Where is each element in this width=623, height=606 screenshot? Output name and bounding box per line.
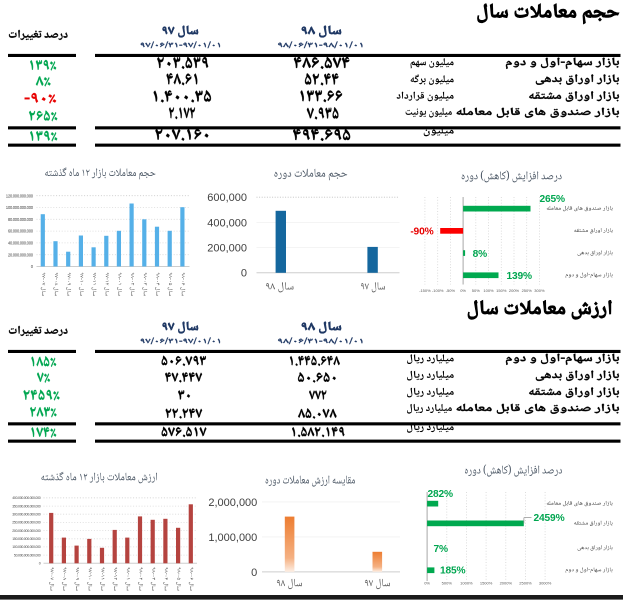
svg-text:200.000.000.000.000: 200.000.000.000.000 <box>12 529 41 533</box>
svg-text:8%: 8% <box>473 249 488 260</box>
svg-text:50%: 50% <box>472 288 480 293</box>
svg-text:300%: 300% <box>534 288 545 293</box>
svg-text:0%: 0% <box>424 581 430 586</box>
svg-text:100%: 100% <box>483 288 494 293</box>
svg-text:250%: 250% <box>522 288 533 293</box>
svg-text:0: 0 <box>39 562 41 566</box>
svg-text:400,000: 400,000 <box>207 217 247 229</box>
svg-text:400.000.000.000.000: 400.000.000.000.000 <box>12 496 41 500</box>
svg-text:0: 0 <box>241 268 247 280</box>
svg-text:-50%: -50% <box>446 288 456 293</box>
svg-text:7%: 7% <box>434 544 449 555</box>
svg-text:0: 0 <box>31 264 34 269</box>
svg-text:350.000.000.000.000: 350.000.000.000.000 <box>12 504 41 508</box>
svg-text:120.000.000.000: 120.000.000.000 <box>6 193 34 198</box>
svg-text:2000%: 2000% <box>500 581 513 586</box>
svg-text:-150%: -150% <box>419 288 431 293</box>
svg-text:600,000: 600,000 <box>207 192 247 204</box>
svg-text:200%: 200% <box>509 288 520 293</box>
svg-text:265%: 265% <box>540 194 566 205</box>
svg-text:250.000.000.000.000: 250.000.000.000.000 <box>12 521 41 525</box>
svg-text:1500%: 1500% <box>480 581 493 586</box>
svg-text:150%: 150% <box>496 288 507 293</box>
svg-text:100.000.000.000.000: 100.000.000.000.000 <box>12 545 41 549</box>
svg-text:200,000: 200,000 <box>207 243 247 255</box>
svg-text:3000%: 3000% <box>539 581 552 586</box>
svg-text:0: 0 <box>251 567 257 579</box>
svg-text:40.000.000.000: 40.000.000.000 <box>8 241 34 246</box>
svg-text:20.000.000.000: 20.000.000.000 <box>8 252 34 257</box>
svg-text:139%: 139% <box>507 271 533 282</box>
svg-text:1000%: 1000% <box>460 581 473 586</box>
svg-text:2459%: 2459% <box>534 513 565 524</box>
svg-text:1,000,000: 1,000,000 <box>208 532 257 544</box>
svg-text:300.000.000.000.000: 300.000.000.000.000 <box>12 513 41 517</box>
svg-text:2,000,000: 2,000,000 <box>208 497 257 509</box>
svg-text:282%: 282% <box>428 489 454 500</box>
svg-text:150.000.000.000.000: 150.000.000.000.000 <box>12 537 41 541</box>
svg-text:2500%: 2500% <box>519 581 532 586</box>
svg-text:0%: 0% <box>460 288 466 293</box>
svg-text:-90%: -90% <box>410 227 433 238</box>
svg-text:80.000.000.000: 80.000.000.000 <box>8 217 34 222</box>
svg-text:185%: 185% <box>440 566 466 577</box>
svg-text:-100%: -100% <box>432 288 444 293</box>
svg-text:50.000.000.000.000: 50.000.000.000.000 <box>14 553 41 557</box>
svg-text:100.000.000.000: 100.000.000.000 <box>6 205 34 210</box>
svg-text:500%: 500% <box>442 581 453 586</box>
svg-text:60.000.000.000: 60.000.000.000 <box>8 229 34 234</box>
